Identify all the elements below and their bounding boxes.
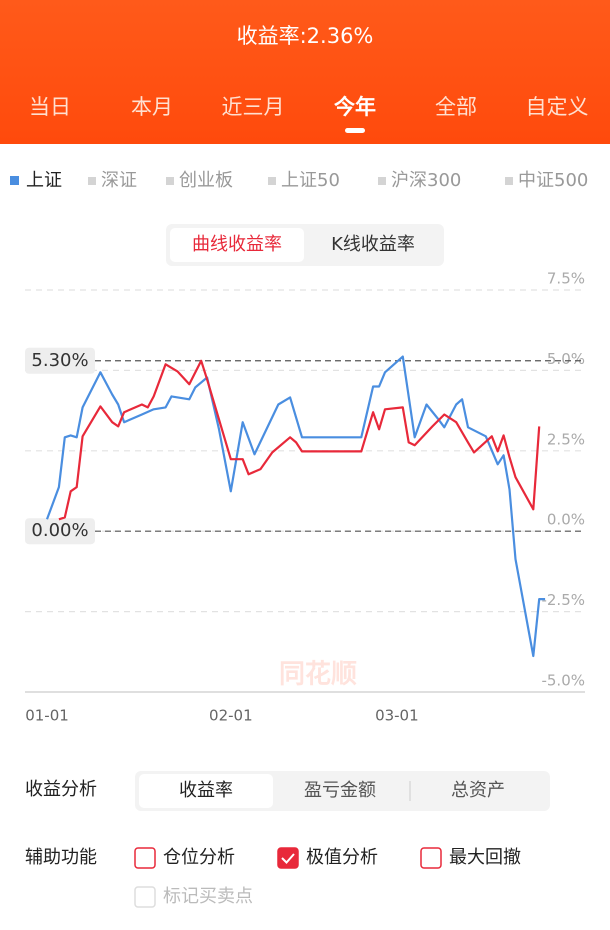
x-tick-label: 01-01	[25, 707, 69, 725]
toggle-option[interactable]: K线收益率	[331, 234, 415, 255]
checkmark	[281, 853, 295, 864]
section-label: 收益分析	[25, 779, 97, 800]
checkbox-label[interactable]: 最大回撤	[449, 847, 521, 868]
index-swatch	[268, 177, 276, 185]
index-swatch	[88, 177, 96, 185]
toggle-option[interactable]: 曲线收益率	[192, 234, 282, 255]
checkbox[interactable]	[420, 847, 442, 869]
tab[interactable]: 全部	[435, 95, 477, 119]
index-swatch	[378, 177, 386, 185]
checkbox-label[interactable]: 仓位分析	[163, 847, 235, 868]
segment-option[interactable]: 总资产	[451, 780, 505, 801]
index-swatch	[166, 177, 174, 185]
tab[interactable]: 本月	[131, 95, 173, 119]
reference-label-bg	[25, 347, 95, 374]
tab[interactable]: 当日	[29, 95, 71, 119]
checkbox	[134, 886, 156, 908]
tab[interactable]: 自定义	[526, 95, 589, 119]
x-tick-label: 03-01	[375, 707, 419, 725]
index-swatch	[505, 177, 513, 185]
tab[interactable]: 近三月	[222, 95, 285, 119]
index-label[interactable]: 中证500	[518, 170, 588, 191]
reference-label: 0.00%	[31, 520, 88, 541]
watermark: 同花顺	[279, 660, 357, 690]
segment-option[interactable]: 收益率	[179, 780, 233, 801]
reference-label-bg	[25, 518, 95, 545]
y-tick-label: 7.5%	[547, 270, 585, 288]
series-line	[45, 355, 546, 658]
y-tick-label: -5.0%	[541, 672, 585, 690]
checkbox-label: 标记买卖点	[163, 886, 253, 907]
reference-label: 5.30%	[31, 350, 88, 371]
checkbox[interactable]	[277, 847, 299, 869]
y-tick-label: -2.5%	[541, 591, 585, 609]
legend-swatch	[10, 176, 19, 185]
checkbox[interactable]	[134, 847, 156, 869]
tab[interactable]: 今年	[334, 95, 376, 119]
index-label[interactable]: 深证	[101, 170, 137, 191]
y-tick-label: 5.0%	[547, 350, 585, 368]
header-bg	[0, 0, 610, 144]
index-label[interactable]: 上证50	[281, 170, 340, 191]
toggle-active	[170, 228, 304, 262]
x-tick-label: 02-01	[209, 707, 253, 725]
index-label[interactable]: 沪深300	[391, 170, 461, 191]
y-tick-label: 2.5%	[547, 430, 585, 448]
header-title: 收益率:2.36%	[237, 24, 374, 48]
series-line	[58, 359, 541, 521]
section-label: 辅助功能	[25, 847, 97, 868]
segment-option[interactable]: 盈亏金额	[304, 780, 376, 801]
legend-label[interactable]: 上证	[26, 170, 62, 191]
checkbox-label[interactable]: 极值分析	[306, 847, 378, 868]
tab-indicator	[345, 128, 365, 133]
segment-active	[139, 774, 273, 808]
y-tick-label: 0.0%	[547, 511, 585, 529]
index-label[interactable]: 创业板	[179, 170, 233, 191]
